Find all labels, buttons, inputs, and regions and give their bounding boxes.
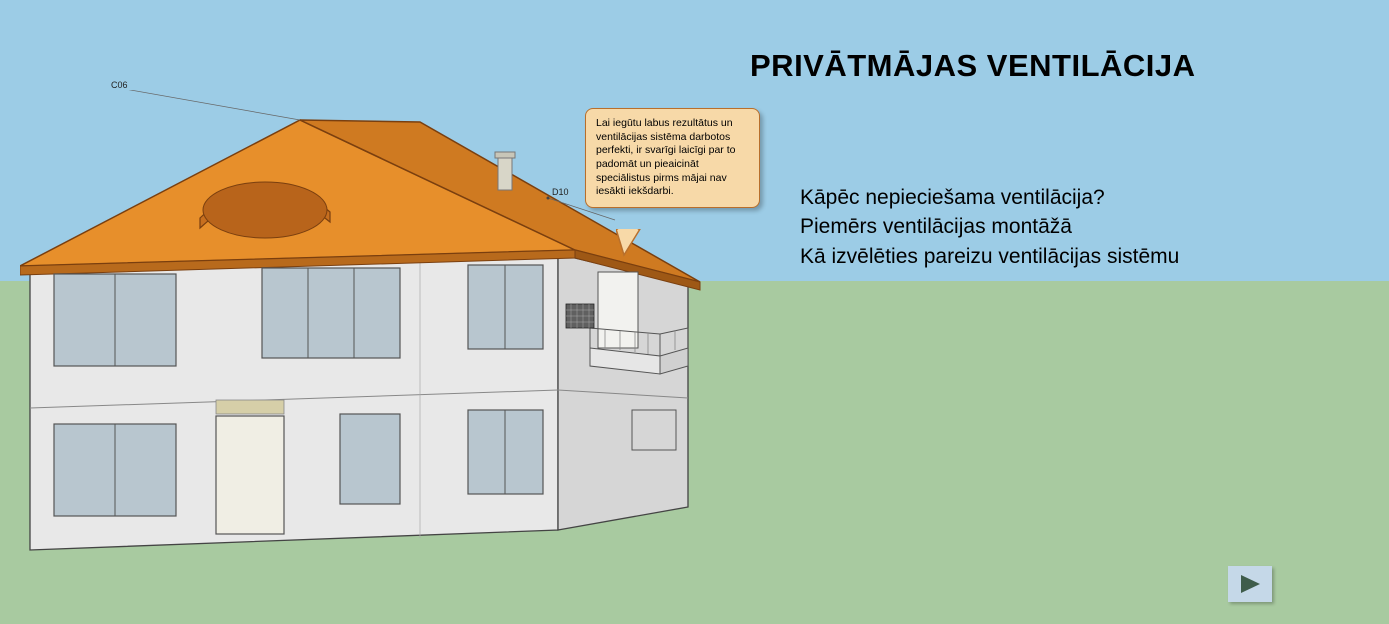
play-button[interactable] — [1228, 566, 1272, 602]
page-title: PRIVĀTMĀJAS VENTILĀCIJA — [750, 48, 1196, 84]
speech-bubble: Lai iegūtu labus rezultātus un ventilāci… — [585, 108, 760, 208]
link-why-ventilation[interactable]: Kāpēc nepieciešama ventilācija? — [800, 183, 1179, 212]
play-icon — [1238, 573, 1262, 595]
link-choose-system[interactable]: Kā izvēlēties pareizu ventilācijas sistē… — [800, 242, 1179, 271]
label-c06: C06 — [111, 80, 128, 90]
link-example-install[interactable]: Piemērs ventilācijas montāžā — [800, 212, 1179, 241]
topic-links: Kāpēc nepieciešama ventilācija? Piemērs … — [800, 183, 1179, 271]
bubble-text: Lai iegūtu labus rezultātus un ventilāci… — [596, 117, 735, 197]
label-d10: D10 — [552, 187, 569, 197]
